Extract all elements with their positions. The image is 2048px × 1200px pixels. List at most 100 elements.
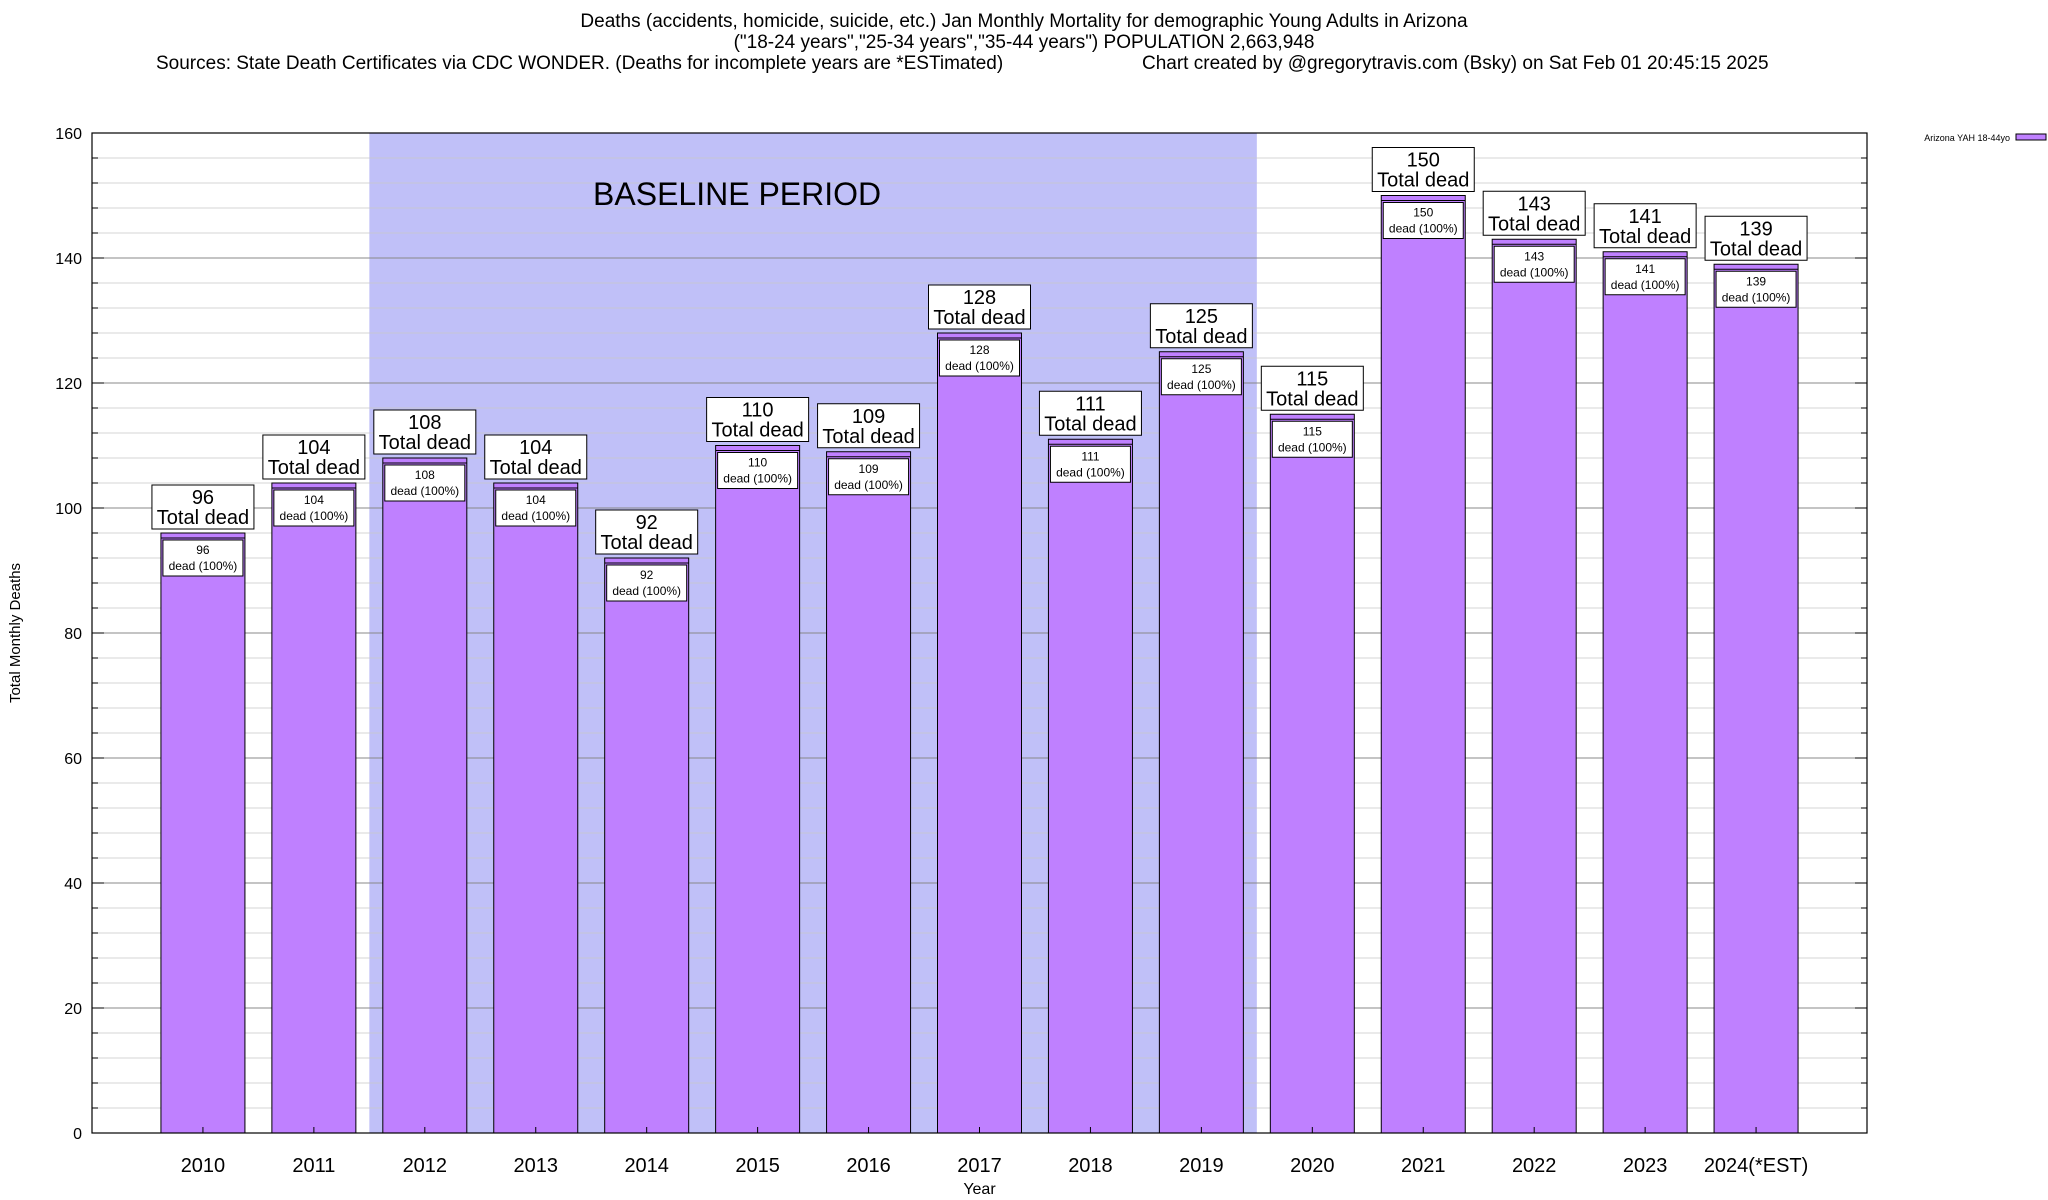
bar <box>160 532 246 1134</box>
total-label-box <box>928 284 1031 330</box>
inner-value-label: 139 <box>1746 274 1766 288</box>
y-tick-label: 40 <box>64 876 82 893</box>
bar <box>382 457 468 1134</box>
total-label-box <box>1149 303 1253 349</box>
inner-value-label: 143 <box>1524 249 1544 263</box>
y-tick-label: 60 <box>64 751 82 768</box>
total-label-box <box>373 409 477 455</box>
total-dead-label: Total dead <box>1377 170 1469 192</box>
inner-label-box <box>384 464 466 502</box>
inner-percent-label: dead (100%) <box>1500 265 1569 279</box>
x-tick-label: 2014 <box>624 1155 669 1177</box>
bar <box>1158 351 1244 1134</box>
x-tick-label: 2015 <box>735 1155 780 1177</box>
y-tick-label: 140 <box>55 251 82 268</box>
inner-percent-label: dead (100%) <box>945 359 1014 373</box>
x-tick-label: 2017 <box>957 1155 1002 1177</box>
total-value-label: 104 <box>519 437 552 459</box>
y-tick-label: 120 <box>55 376 82 393</box>
total-label-box <box>1371 147 1475 192</box>
total-value-label: 109 <box>852 406 885 428</box>
bar <box>715 445 801 1134</box>
total-value-label: 96 <box>192 487 214 509</box>
bar <box>1380 195 1466 1134</box>
total-label-box <box>1593 203 1697 249</box>
inner-label-box <box>1715 270 1797 308</box>
inner-value-label: 96 <box>196 543 210 557</box>
bar <box>271 482 357 1134</box>
x-tick-label: 2010 <box>181 1155 226 1177</box>
inner-label-box <box>1604 258 1686 296</box>
inner-label-box <box>162 539 244 577</box>
inner-value-label: 108 <box>415 468 435 482</box>
inner-percent-label: dead (100%) <box>1167 378 1236 392</box>
inner-label-box <box>606 564 688 602</box>
plot-frame <box>91 132 1868 1134</box>
bar <box>1269 413 1355 1134</box>
inner-label-box <box>1160 358 1242 396</box>
inner-label-box <box>273 489 355 527</box>
inner-percent-label: dead (100%) <box>390 484 459 498</box>
y-tick-label: 100 <box>55 501 82 518</box>
inner-label-box <box>939 339 1020 377</box>
inner-percent-label: dead (100%) <box>280 509 349 523</box>
inner-label-box <box>495 489 577 527</box>
total-dead-label: Total dead <box>1266 388 1358 410</box>
baseline-label: BASELINE PERIOD <box>593 176 881 212</box>
bar <box>1491 238 1577 1134</box>
inner-value-label: 115 <box>1303 424 1322 438</box>
inner-percent-label: dead (100%) <box>1056 465 1125 479</box>
total-value-label: 143 <box>1518 193 1551 215</box>
chart-sources: Sources: State Death Certificates via CD… <box>156 53 1004 74</box>
total-dead-label: Total dead <box>822 426 914 448</box>
total-value-label: 128 <box>963 287 996 309</box>
total-label-box <box>1482 190 1586 236</box>
chart-credit: Chart created by @gregorytravis.com (Bsk… <box>1142 53 1769 74</box>
inner-value-label: 125 <box>1191 362 1211 376</box>
inner-label-box <box>1382 202 1464 239</box>
total-value-label: 125 <box>1185 306 1218 328</box>
x-tick-label: 2011 <box>292 1155 335 1177</box>
chart-title: Deaths (accidents, homicide, suicide, et… <box>580 11 1468 32</box>
inner-value-label: 92 <box>640 568 654 582</box>
inner-percent-label: dead (100%) <box>169 559 238 573</box>
x-axis-label: Year <box>963 1181 996 1198</box>
bar <box>493 482 579 1134</box>
bar <box>937 332 1022 1134</box>
inner-value-label: 104 <box>304 493 324 507</box>
total-label-box <box>151 484 255 530</box>
x-tick-label: 2018 <box>1068 1155 1113 1177</box>
x-tick-label: 2023 <box>1623 1155 1668 1177</box>
total-label-box <box>484 434 588 480</box>
inner-label-box <box>1493 245 1575 283</box>
total-value-label: 115 <box>1296 368 1328 390</box>
inner-label-box <box>828 458 910 496</box>
inner-value-label: 141 <box>1635 262 1655 276</box>
bar <box>1602 251 1688 1134</box>
total-label-box <box>706 397 810 442</box>
inner-percent-label: dead (100%) <box>1389 222 1458 236</box>
total-label-box <box>817 403 921 449</box>
x-tick-label: 2013 <box>514 1155 559 1177</box>
bar <box>826 451 912 1134</box>
bar <box>604 557 690 1134</box>
inner-label-box <box>1049 445 1131 483</box>
x-tick-label: 2024(*EST) <box>1704 1155 1809 1177</box>
inner-label-box <box>1271 420 1353 458</box>
legend-swatch <box>2015 133 2047 141</box>
inner-percent-label: dead (100%) <box>723 472 792 486</box>
total-dead-label: Total dead <box>1044 413 1136 435</box>
total-value-label: 111 <box>1075 393 1105 415</box>
total-value-label: 108 <box>408 412 441 434</box>
x-tick-label: 2020 <box>1290 1155 1335 1177</box>
inner-value-label: 128 <box>969 343 989 357</box>
inner-percent-label: dead (100%) <box>501 509 570 523</box>
bar <box>1047 438 1133 1134</box>
y-tick-label: 20 <box>64 1001 82 1018</box>
total-label-box <box>1038 390 1142 436</box>
total-dead-label: Total dead <box>490 457 582 479</box>
x-tick-label: 2022 <box>1512 1155 1557 1177</box>
total-label-box <box>595 509 699 555</box>
total-value-label: 92 <box>636 512 658 534</box>
